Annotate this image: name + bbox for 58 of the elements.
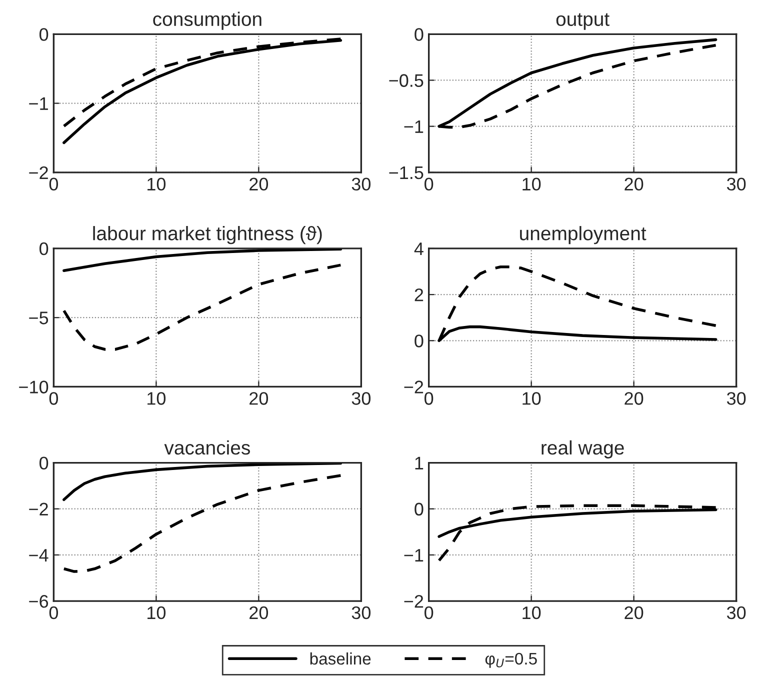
x-tick-label: 20 xyxy=(624,392,644,405)
x-tick-label: 10 xyxy=(522,392,541,405)
x-tick-label: 20 xyxy=(250,606,268,620)
chart-title: real wage xyxy=(542,440,624,458)
y-tick-label: −2 xyxy=(404,594,424,608)
line-series xyxy=(62,264,342,351)
x-tick-label: 20 xyxy=(624,606,644,620)
line-series xyxy=(62,248,342,272)
y-tick-label: −10 xyxy=(19,380,48,394)
x-tick-label: 0 xyxy=(49,606,58,620)
y-tick-label: 0 xyxy=(414,334,424,348)
y-tick-label: 4 xyxy=(414,242,424,256)
y-tick-label: 0 xyxy=(414,28,424,41)
x-tick-label: 20 xyxy=(624,178,644,191)
x-tick-label: 30 xyxy=(352,392,371,405)
x-tick-label: 30 xyxy=(726,392,746,405)
x-tick-label: 20 xyxy=(250,392,268,405)
legend-label: baseline xyxy=(310,652,371,665)
y-tick-label: −2 xyxy=(29,502,48,516)
chart-title: vacancies xyxy=(164,440,250,455)
x-tick-label: 10 xyxy=(148,178,166,191)
y-tick-label: 0 xyxy=(39,242,48,256)
y-tick-label: 2 xyxy=(414,288,424,302)
chart-title: consumption xyxy=(153,12,262,30)
y-tick-label: −0.5 xyxy=(389,74,424,87)
x-tick-label: 30 xyxy=(726,606,746,620)
y-tick-label: −1 xyxy=(29,97,48,110)
x-tick-label: 0 xyxy=(424,392,434,405)
y-tick-label: −6 xyxy=(29,594,48,608)
x-tick-label: 0 xyxy=(49,178,58,191)
x-tick-label: 30 xyxy=(352,178,371,191)
x-tick-label: 10 xyxy=(148,606,166,620)
y-tick-label: 0 xyxy=(39,456,48,470)
y-tick-label: −1.5 xyxy=(389,166,424,180)
chart-title: output xyxy=(556,13,610,30)
x-tick-label: 0 xyxy=(49,392,58,405)
chart-title: labour market tightness (ϑ) xyxy=(93,226,322,244)
x-tick-label: 10 xyxy=(522,606,541,620)
line-series xyxy=(62,474,342,573)
y-tick-label: 0 xyxy=(39,28,48,41)
y-tick-label: −1 xyxy=(404,549,424,562)
line-series xyxy=(62,462,342,502)
y-tick-label: −5 xyxy=(29,312,48,324)
y-tick-label: 0 xyxy=(414,502,424,516)
x-tick-label: 30 xyxy=(726,178,746,191)
y-tick-label: 1 xyxy=(415,456,424,470)
y-tick-label: −1 xyxy=(404,120,424,133)
y-tick-label: −2 xyxy=(29,166,48,179)
y-tick-label: −2 xyxy=(404,380,424,394)
legend-label: φ$_{U}$=0.5 xyxy=(485,652,537,668)
chart-title: unemployment xyxy=(520,226,646,244)
x-tick-label: 10 xyxy=(148,392,166,405)
x-tick-label: 0 xyxy=(424,606,434,620)
x-tick-label: 30 xyxy=(352,606,371,620)
y-tick-label: −4 xyxy=(29,549,48,562)
x-tick-label: 0 xyxy=(424,178,434,191)
x-tick-label: 10 xyxy=(522,178,541,191)
x-tick-label: 20 xyxy=(250,178,268,191)
